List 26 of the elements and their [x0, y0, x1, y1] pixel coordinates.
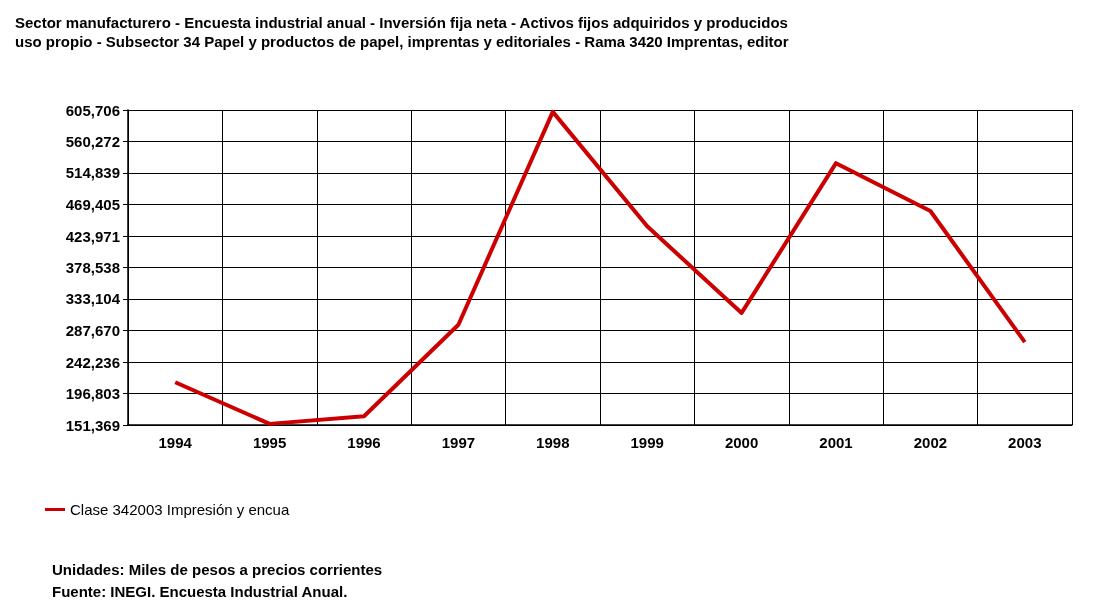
y-tick-label: 242,236: [65, 353, 120, 371]
x-tick-label: 1994: [158, 434, 193, 451]
x-tick-label: 2002: [913, 434, 948, 451]
y-tick-label: 469,405: [65, 196, 120, 213]
x-tick-label: 1998: [536, 434, 570, 451]
y-tick-label: 151,369: [65, 416, 120, 434]
y-tick-label: 287,670: [65, 322, 120, 339]
x-tick-label: 1999: [630, 434, 664, 451]
x-tick-label: 2003: [1008, 434, 1042, 451]
y-tick-label: 560,272: [65, 133, 120, 150]
x-tick-label: 1995: [252, 434, 287, 451]
y-tick-label: 423,971: [65, 227, 120, 245]
y-tick-label: 514,839: [65, 164, 120, 182]
x-tick-label: 1996: [347, 434, 381, 451]
legend-label: Clase 342003 Impresión y encua: [70, 501, 290, 518]
line-series: [173, 109, 1027, 426]
y-tick-label: 196,803: [65, 385, 120, 402]
chart-title: Sector manufacturero - Encuesta industrial anual - Inversión fija neta - Activos fijos adquiridos y producidos uso propio - Subsector 34 Papel y productos de papel, imprentas y editoriales - Rama 3420 Imprentas, editor: [15, 14, 789, 50]
y-tick-label: 333,104: [65, 290, 121, 308]
x-tick-label: 1997: [441, 434, 476, 451]
source-note: Fuente: INEGI. Encuesta Industrial Anual.: [52, 583, 348, 600]
x-tick-label: 2001: [819, 434, 853, 451]
y-tick-label: 378,538: [65, 259, 120, 276]
text: Unidades: Miles de pesos a precios corrientes: [52, 561, 383, 578]
y-tick-label: 605,706: [65, 101, 120, 119]
x-tick-label: 2000: [724, 434, 759, 451]
